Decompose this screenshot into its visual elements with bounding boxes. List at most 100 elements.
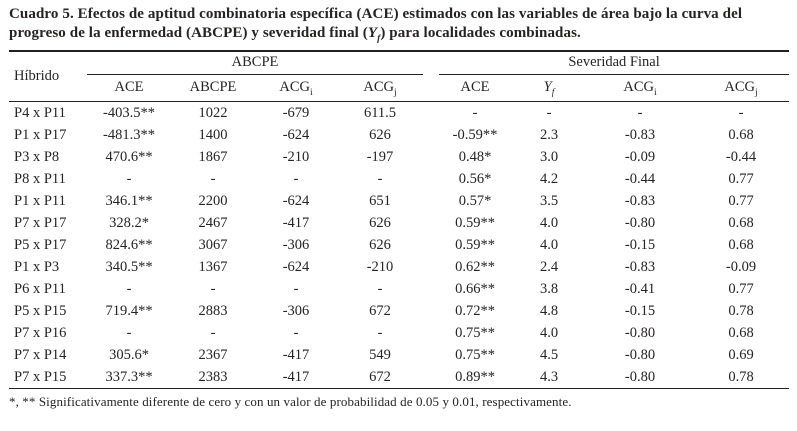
value-cell: - [126, 324, 132, 341]
column-header-acgi-abcpe: ACGi [255, 74, 337, 102]
value-cell: 1400 [198, 126, 228, 143]
value-cell: -417 [282, 214, 310, 231]
value-cell: 340.5** [105, 258, 153, 275]
hybrid-cell: P7 x P16 [14, 324, 67, 341]
value-cell: 672 [369, 368, 391, 385]
value-cell: -417 [282, 368, 310, 385]
group-header-row: Híbrido ABCPE Severidad Final [9, 51, 790, 102]
value-cell: - [546, 104, 552, 121]
column-header-acgj-abcpe: ACGj [337, 74, 423, 102]
document-page: Cuadro 5. Efectos de aptitud combinatori… [9, 5, 790, 409]
table-row: P7 x P15 337.3** 2383 -417 672 0.89** 4.… [9, 366, 789, 389]
value-cell: -306 [282, 302, 310, 319]
table-row: P5 x P17 824.6** 3067 -306 626 0.59** 4.… [9, 234, 789, 256]
spacer-cell [423, 278, 439, 300]
hybrid-cell: P1 x P3 [14, 258, 60, 275]
title-text-start: Cuadro 5. Efectos de aptitud combinatori… [9, 6, 743, 41]
value-cell: 470.6** [105, 148, 153, 165]
hybrid-cell: P5 x P15 [14, 302, 67, 319]
value-cell: 0.75** [455, 324, 495, 341]
table-row: P1 x P11 346.1** 2200 -624 651 0.57* 3.5… [9, 190, 789, 212]
value-cell: -0.15 [624, 302, 656, 319]
column-header-text: ACG [724, 79, 756, 96]
value-cell: 0.75** [455, 346, 495, 363]
hybrid-cell: P3 x P8 [14, 148, 60, 165]
footnote: *, ** Significativamente diferente de ce… [9, 393, 572, 409]
column-header-ace-abcpe: ACE [87, 74, 171, 102]
hybrid-cell: P5 x P17 [14, 236, 67, 253]
value-cell: 2.3 [539, 126, 559, 143]
value-cell: 0.48* [458, 148, 492, 165]
group-spacer [423, 51, 439, 102]
value-cell: -624 [282, 192, 310, 209]
table-row: P7 x P16 - - - - 0.75** 4.0 -0.80 0.68 [9, 322, 789, 344]
value-cell: 4.0 [539, 324, 559, 341]
table-row: P8 x P11 - - - - 0.56* 4.2 -0.44 0.77 [9, 168, 789, 190]
value-cell: 4.8 [539, 302, 559, 319]
spacer-cell [423, 344, 439, 366]
value-cell: 0.57* [458, 192, 492, 209]
value-cell: - [637, 104, 643, 121]
column-header-subscript: j [755, 88, 758, 98]
value-cell: -0.80 [624, 324, 656, 341]
value-cell: 2467 [198, 214, 228, 231]
value-cell: 2200 [198, 192, 228, 209]
value-cell: 0.78 [728, 302, 754, 319]
column-header-text: Y [543, 79, 552, 96]
value-cell: 4.0 [539, 214, 559, 231]
value-cell: 0.59** [455, 236, 495, 253]
value-cell: 4.0 [539, 236, 559, 253]
value-cell: -679 [282, 104, 310, 121]
value-cell: - [738, 104, 744, 121]
value-cell: -0.80 [624, 214, 656, 231]
value-cell: -0.80 [624, 368, 656, 385]
value-cell: - [293, 280, 299, 297]
value-cell: 626 [369, 126, 391, 143]
table-row: P4 x P11 -403.5** 1022 -679 611.5 - - - … [9, 101, 789, 124]
value-cell: 549 [369, 346, 391, 363]
value-cell: 4.3 [539, 368, 559, 385]
value-cell: 2383 [198, 368, 228, 385]
value-cell: 0.68 [728, 324, 754, 341]
value-cell: -0.80 [624, 346, 656, 363]
value-cell: -417 [282, 346, 310, 363]
column-header-acgi-severidad: ACGi [587, 74, 693, 102]
spacer-cell [423, 124, 439, 146]
value-cell: -624 [282, 126, 310, 143]
value-cell: - [126, 170, 132, 187]
value-cell: 0.66** [455, 280, 495, 297]
table-row: P6 x P11 - - - - 0.66** 3.8 -0.41 0.77 [9, 278, 789, 300]
value-cell: - [210, 170, 216, 187]
column-header-text: ACE [460, 79, 490, 96]
value-cell: -624 [282, 258, 310, 275]
value-cell: -0.83 [624, 258, 656, 275]
value-cell: 651 [369, 192, 391, 209]
value-cell: 626 [369, 214, 391, 231]
data-table: Híbrido ABCPE Severidad Final ACE ABCPE … [9, 50, 790, 389]
hybrid-cell: P4 x P11 [14, 104, 66, 121]
value-cell: 3.5 [539, 192, 559, 209]
value-cell: - [377, 324, 383, 341]
table-row: P7 x P17 328.2* 2467 -417 626 0.59** 4.0… [9, 212, 789, 234]
value-cell: -210 [366, 258, 394, 275]
value-cell: - [293, 170, 299, 187]
column-header-row: ACE ABCPE ACGi ACGj ACE Yf ACGi ACGj [9, 74, 790, 102]
hybrid-cell: P7 x P17 [14, 214, 67, 231]
value-cell: 0.59** [455, 214, 495, 231]
value-cell: 1367 [198, 258, 228, 275]
value-cell: 2367 [198, 346, 228, 363]
column-header-yf: Yf [511, 74, 587, 102]
column-header-subscript: j [393, 88, 397, 98]
hybrid-cell: P7 x P14 [14, 346, 67, 363]
value-cell: - [293, 324, 299, 341]
table-title: Cuadro 5. Efectos de aptitud combinatori… [9, 5, 789, 45]
value-cell: 0.62** [455, 258, 495, 275]
value-cell: 305.6* [109, 346, 149, 363]
spacer-cell [423, 146, 439, 168]
value-cell: -0.83 [624, 192, 656, 209]
column-header-abcpe: ABCPE [171, 74, 255, 102]
value-cell: - [377, 280, 383, 297]
column-header-text: ABCPE [189, 79, 237, 96]
table-header: Híbrido ABCPE Severidad Final ACE ABCPE … [9, 51, 790, 102]
value-cell: -0.44 [725, 148, 757, 165]
